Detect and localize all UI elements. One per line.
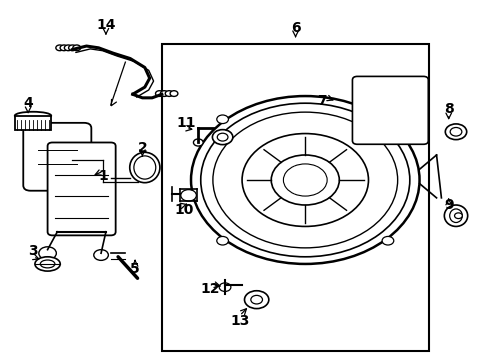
Circle shape — [445, 124, 466, 140]
Text: 2: 2 — [137, 141, 147, 155]
Circle shape — [381, 237, 393, 245]
Circle shape — [360, 127, 371, 136]
Circle shape — [212, 112, 397, 248]
Circle shape — [250, 296, 262, 304]
Ellipse shape — [217, 133, 227, 141]
Circle shape — [408, 85, 420, 93]
Circle shape — [193, 139, 203, 146]
Ellipse shape — [449, 209, 461, 222]
FancyBboxPatch shape — [23, 123, 91, 191]
Circle shape — [181, 190, 196, 201]
Circle shape — [155, 91, 163, 96]
Ellipse shape — [40, 260, 55, 268]
Ellipse shape — [444, 205, 467, 226]
Text: 4: 4 — [23, 96, 33, 110]
Circle shape — [64, 45, 72, 51]
FancyBboxPatch shape — [352, 76, 427, 144]
Circle shape — [271, 155, 339, 205]
Text: 1: 1 — [99, 170, 108, 184]
Circle shape — [216, 115, 228, 123]
Circle shape — [94, 249, 108, 260]
Circle shape — [244, 291, 268, 309]
Circle shape — [170, 91, 178, 96]
Circle shape — [68, 45, 76, 51]
Circle shape — [73, 45, 81, 51]
Text: 9: 9 — [443, 198, 452, 212]
Text: 10: 10 — [174, 203, 193, 217]
Circle shape — [381, 115, 393, 123]
Circle shape — [165, 91, 173, 96]
Text: 11: 11 — [176, 116, 196, 130]
Text: 13: 13 — [229, 314, 249, 328]
Circle shape — [201, 103, 409, 257]
Text: 7: 7 — [317, 94, 326, 108]
Circle shape — [39, 247, 56, 260]
Circle shape — [56, 45, 63, 51]
Circle shape — [454, 213, 461, 219]
Bar — [15, 116, 51, 130]
Text: 5: 5 — [130, 262, 140, 276]
Ellipse shape — [129, 152, 160, 183]
Circle shape — [242, 134, 368, 226]
Text: 3: 3 — [28, 244, 38, 258]
Ellipse shape — [366, 89, 413, 132]
Circle shape — [216, 237, 228, 245]
FancyBboxPatch shape — [47, 143, 116, 235]
Circle shape — [360, 85, 371, 93]
Circle shape — [160, 91, 168, 96]
Ellipse shape — [212, 130, 232, 145]
Circle shape — [408, 127, 420, 136]
Circle shape — [191, 96, 419, 264]
Text: 14: 14 — [96, 18, 116, 32]
Ellipse shape — [35, 257, 60, 271]
Ellipse shape — [15, 112, 51, 120]
Circle shape — [60, 45, 68, 51]
Circle shape — [449, 127, 461, 136]
Bar — [162, 44, 428, 351]
Text: 6: 6 — [290, 21, 300, 35]
Ellipse shape — [134, 156, 156, 179]
Text: 12: 12 — [200, 282, 220, 296]
Text: 8: 8 — [443, 102, 453, 116]
Circle shape — [219, 283, 230, 292]
